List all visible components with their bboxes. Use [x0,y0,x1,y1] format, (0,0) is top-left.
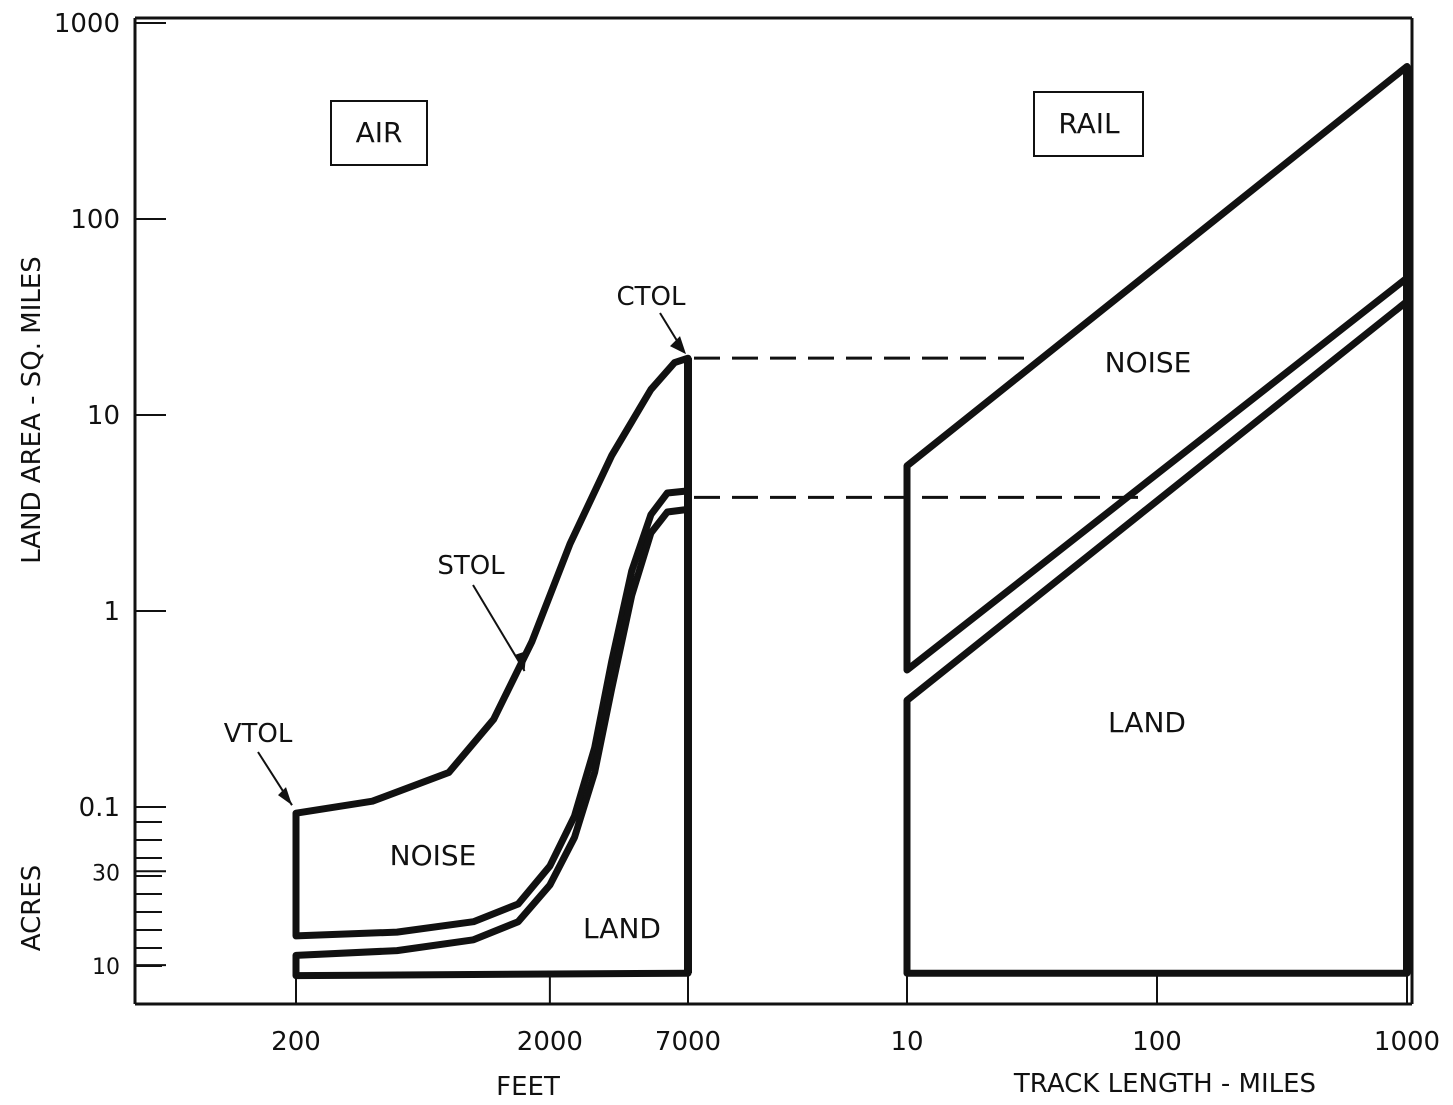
x-tick-label: 2000 [517,1027,583,1057]
stol-arrowhead [514,650,527,671]
air-noise-label: NOISE [390,839,477,872]
x-axis-ticks: 200 2000 7000 10 100 1000 [271,972,1440,1057]
series-line-air-noise-upper [292,354,692,817]
y-tick-label: 0.1 [79,793,120,823]
series-lines [292,63,1411,980]
air-panel-label: AIR [330,100,428,166]
series-line-air-land-lower [292,969,692,980]
ctol-label: CTOL [617,282,687,312]
series-line-rail-noise-lower [903,274,1411,674]
chart-labels: VTOL STOL CTOL NOISE LAND NOISE LAND [224,282,1192,945]
y-tick-label: 10 [92,955,120,980]
vtol-arrowhead [278,787,292,806]
rail-panel-label: RAIL [1033,91,1144,157]
x-tick-label: 200 [271,1027,321,1057]
y-tick-label: 100 [70,205,120,235]
y-axis-label-acres: ACRES [17,865,47,951]
x-tick-label: 1000 [1374,1027,1440,1057]
x-tick-label: 7000 [655,1027,721,1057]
stol-label: STOL [437,551,505,581]
x-axis-label-air: FEET [496,1072,560,1102]
x-axis-label-rail: TRACK LENGTH - MILES [1013,1069,1316,1099]
rail-box-text: RAIL [1058,107,1120,140]
y-axis-ticks: 1000 100 10 1 0.1 30 10 [54,9,166,980]
series-line-air-land-upper [292,505,692,959]
ctol-arrowhead [670,336,686,355]
air-land-label: LAND [583,912,661,945]
air-box-text: AIR [356,116,403,149]
series-line-rail-noise-upper [903,63,1411,470]
y-tick-label: 30 [92,861,120,886]
x-tick-label: 100 [1132,1027,1182,1057]
y-tick-label: 1 [103,597,120,627]
reference-lines [694,356,1140,499]
series-line-rail-land-upper [903,297,1411,704]
y-tick-label: 1000 [54,9,120,39]
series-line-air-noise-lower [292,487,692,940]
rail-land-label: LAND [1108,706,1186,739]
rail-noise-label: NOISE [1105,346,1192,379]
vtol-label: VTOL [224,719,293,749]
y-tick-label: 10 [87,401,120,431]
y-axis-label: LAND AREA - SQ. MILES [17,256,47,564]
x-tick-label: 10 [890,1027,923,1057]
